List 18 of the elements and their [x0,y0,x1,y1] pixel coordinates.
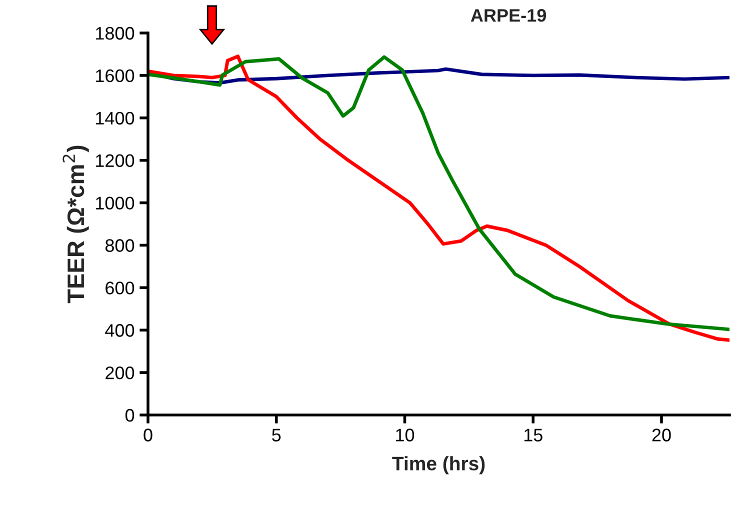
y-tick-label: 400 [105,324,134,337]
y-tick-label: 1600 [96,69,134,82]
y-tick-label: 800 [105,239,134,252]
x-tick-label: 20 [652,428,671,442]
y-tick-label: 200 [106,366,134,380]
x-tick-label: 10 [396,428,414,442]
chart-title: ARPE-19 [470,9,546,22]
y-tick-label: 0 [125,408,134,422]
y-axis-title: TEER (Ω*cm$^{2}$) [62,146,89,304]
x-axis-title: Time (hrs) [392,456,485,474]
y-tick-label: 600 [106,282,134,294]
y-tick-label: 1800 [96,26,134,40]
x-tick-label: 0 [144,428,152,442]
y-tick-label: 1400 [96,112,134,125]
x-tick-label: 15 [524,428,542,442]
y-tick-label: 1000 [96,196,134,210]
y-tick-label: 1200 [96,154,134,168]
x-tick-label: 5 [272,428,281,442]
